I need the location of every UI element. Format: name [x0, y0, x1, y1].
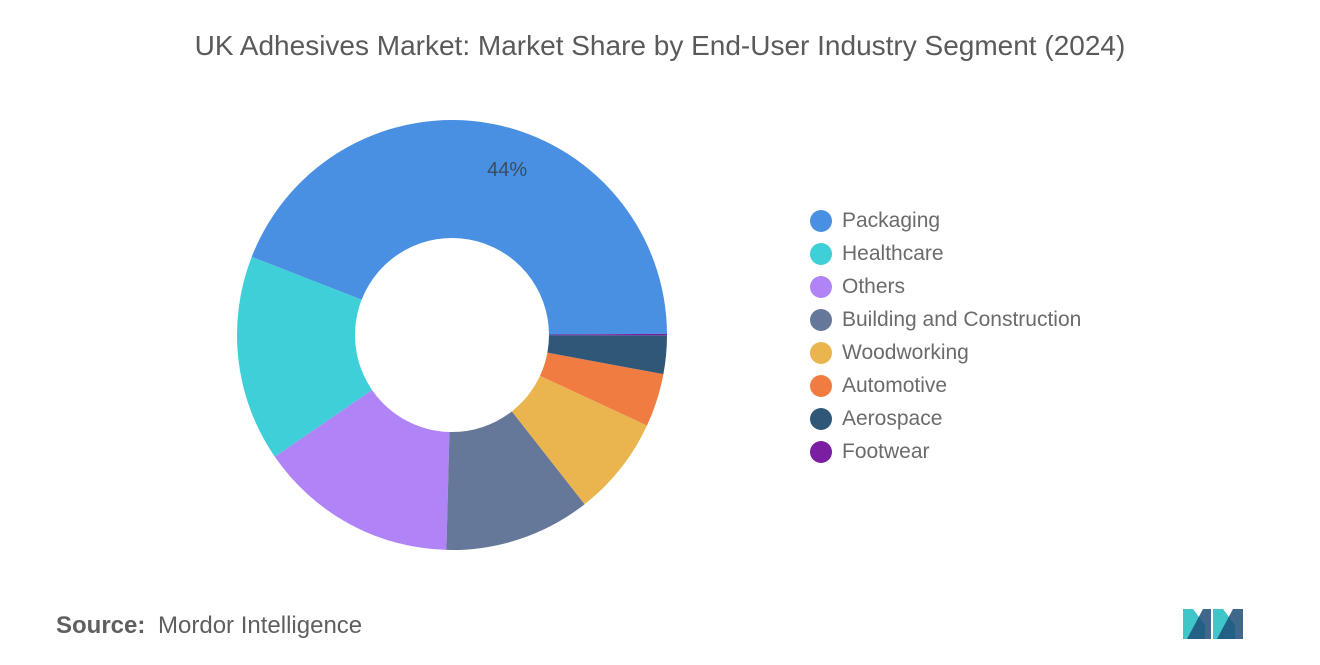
- legend-swatch: [810, 341, 832, 364]
- legend-label: Others: [842, 274, 906, 298]
- legend-item-automotive: Automotive: [810, 369, 1081, 402]
- legend-label: Aerospace: [842, 406, 943, 430]
- legend-swatch: [810, 407, 832, 430]
- legend-label: Automotive: [842, 373, 948, 397]
- slice-footwear: [548, 333, 668, 336]
- legend-item-aerospace: Aerospace: [810, 402, 1081, 435]
- legend-item-building-and-construction: Building and Construction: [810, 303, 1081, 336]
- slice-automotive: [539, 352, 664, 426]
- legend-swatch: [810, 440, 832, 463]
- legend-item-footwear: Footwear: [810, 435, 1081, 468]
- legend: Packaging Healthcare Others Building and Co…: [810, 204, 1081, 468]
- slice-others: [274, 389, 450, 550]
- legend-label: Packaging: [842, 208, 941, 232]
- legend-label: Healthcare: [842, 241, 944, 265]
- legend-swatch: [810, 308, 832, 331]
- slice-aerospace: [547, 335, 667, 375]
- legend-item-packaging: Packaging: [810, 204, 1081, 237]
- data-labels: 44%: [487, 159, 527, 181]
- legend-swatch: [810, 242, 832, 265]
- mordor-intelligence-logo-icon: [1183, 609, 1243, 639]
- legend-swatch: [810, 209, 832, 232]
- legend-swatch: [810, 374, 832, 397]
- legend-item-healthcare: Healthcare: [810, 237, 1081, 270]
- source-text: Mordor Intelligence: [158, 612, 363, 639]
- legend-item-others: Others: [810, 270, 1081, 303]
- slice-healthcare: [236, 256, 373, 457]
- donut-slices: [236, 120, 668, 550]
- slice-packaging: [251, 120, 667, 335]
- legend-label: Building and Construction: [842, 307, 1082, 331]
- legend-label: Footwear: [842, 439, 930, 463]
- source-label: Source:: [56, 612, 146, 639]
- legend-label: Woodworking: [842, 340, 969, 364]
- source-note: Source: Mordor Intelligence: [56, 612, 362, 640]
- legend-item-woodworking: Woodworking: [810, 336, 1081, 369]
- data-label-packaging: 44%: [487, 159, 527, 181]
- chart-title: UK Adhesives Market: Market Share by End…: [194, 30, 1126, 61]
- slice-building-and-construction: [446, 411, 585, 550]
- slice-woodworking: [511, 375, 648, 505]
- legend-swatch: [810, 275, 832, 298]
